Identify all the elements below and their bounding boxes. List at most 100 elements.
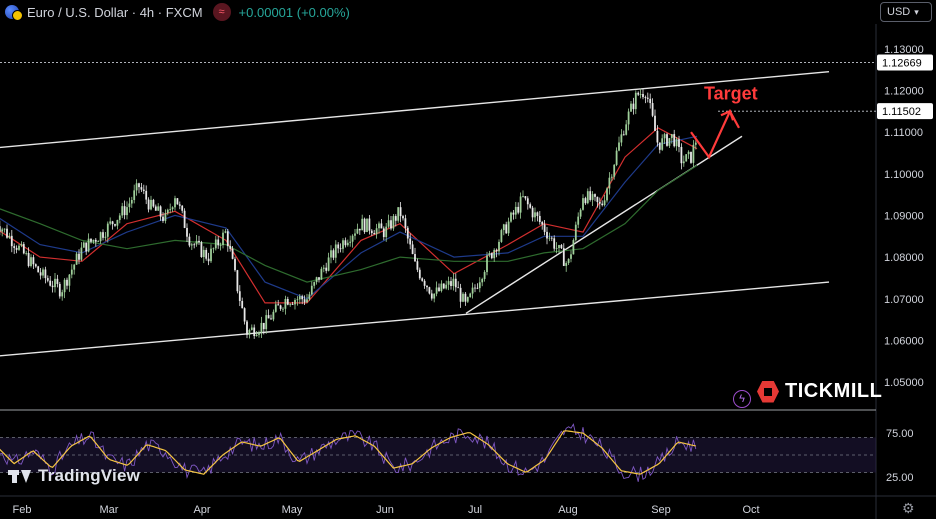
candle-body — [32, 257, 35, 265]
candle-body — [126, 207, 128, 216]
candle-body — [462, 293, 464, 302]
candle-body — [294, 300, 296, 305]
candle-body — [75, 253, 78, 265]
candle-body — [34, 264, 37, 267]
lightning-icon: ϟ — [733, 390, 751, 408]
oscillator-tick-label: 75.00 — [886, 428, 914, 440]
candle-body — [435, 287, 438, 294]
candle-body — [10, 235, 13, 247]
candle-body — [522, 196, 524, 197]
candle-body — [330, 250, 332, 258]
candle-body — [625, 124, 628, 135]
market-status-icon[interactable]: ≈ — [212, 3, 231, 21]
candle-body — [358, 228, 361, 231]
tradingview-logo[interactable]: TradingView — [8, 466, 140, 486]
candle-body — [469, 293, 472, 298]
candle-body — [181, 205, 184, 211]
candle-body — [541, 222, 544, 225]
candle-body — [483, 272, 486, 279]
candle-body — [409, 238, 412, 245]
candle-body — [25, 253, 28, 254]
target-label: Target — [704, 83, 758, 103]
candle-body — [258, 332, 260, 335]
candle-body — [613, 164, 616, 177]
candle-body — [325, 267, 328, 271]
candle-body — [39, 272, 42, 276]
candle-body — [78, 253, 80, 260]
candle-body — [274, 304, 277, 312]
candle-body — [452, 278, 455, 286]
candle-body — [250, 327, 253, 330]
candle-body — [310, 285, 313, 295]
price-tick-label: 1.05000 — [884, 377, 924, 389]
candle-body — [582, 198, 584, 210]
currency-selector[interactable]: USD ▾ — [880, 2, 932, 22]
candle-body — [632, 103, 635, 110]
candle-body — [130, 199, 133, 204]
tickmill-logo-text: TICKMILL — [785, 380, 883, 402]
symbol-title[interactable]: Euro / U.S. Dollar · 4h · FXCM — [27, 4, 203, 20]
candle-body — [630, 103, 632, 112]
candle-body — [85, 242, 88, 252]
candle-body — [315, 277, 318, 283]
candle-body — [618, 142, 620, 151]
candle-body — [289, 303, 292, 305]
candle-body — [658, 142, 661, 150]
candle-body — [608, 177, 611, 189]
candle-body — [111, 221, 114, 225]
target-path-arrow — [690, 108, 740, 160]
candle-body — [334, 244, 337, 258]
candle-body — [176, 198, 179, 205]
candle-body — [94, 239, 97, 242]
candle-body — [202, 249, 205, 258]
candle-body — [243, 308, 246, 322]
candle-body — [135, 183, 138, 191]
candle-body — [366, 218, 368, 233]
candle-body — [97, 241, 100, 242]
moving-average-slow — [0, 164, 698, 283]
settings-gear-icon[interactable]: ⚙ — [902, 500, 915, 516]
candle-body — [70, 269, 73, 275]
candle-body — [219, 245, 222, 246]
candle-body — [661, 138, 664, 150]
candle-body — [246, 321, 248, 335]
candle-body — [442, 283, 445, 289]
candle-body — [298, 296, 301, 300]
time-tick-label: Jul — [468, 504, 482, 516]
candle-body — [248, 329, 251, 335]
candle-body — [147, 199, 150, 210]
candle-body — [92, 239, 95, 242]
candle-body — [255, 334, 258, 337]
candle-body — [68, 274, 71, 286]
candle-body — [166, 209, 169, 214]
candle-body — [87, 238, 90, 252]
candle-body — [656, 130, 659, 143]
candle-body — [502, 224, 505, 231]
candle-body — [586, 191, 589, 204]
candle-body — [478, 282, 481, 289]
price-tick-label: 1.06000 — [884, 335, 924, 347]
candle-body — [682, 161, 685, 164]
tradingview-logo-icon — [8, 469, 32, 483]
candle-body — [615, 150, 618, 165]
candle-body — [66, 279, 68, 286]
candle-body — [318, 277, 320, 280]
candle-body — [145, 190, 148, 200]
candle-body — [414, 254, 416, 262]
candle-body — [109, 221, 112, 224]
candle-body — [291, 303, 294, 305]
candle-body — [30, 257, 32, 267]
candle-body — [620, 134, 623, 143]
candle-body — [642, 94, 644, 98]
candle-body — [361, 218, 364, 231]
candle-body — [423, 280, 426, 286]
candle-body — [579, 209, 582, 217]
oscillator-tick-label: 25.00 — [886, 472, 914, 484]
candle-body — [200, 242, 203, 258]
candle-body — [99, 232, 102, 242]
candle-body — [418, 269, 421, 279]
price-tick-label: 1.13000 — [884, 44, 924, 56]
candle-body — [118, 215, 121, 220]
candle-body — [510, 212, 512, 222]
